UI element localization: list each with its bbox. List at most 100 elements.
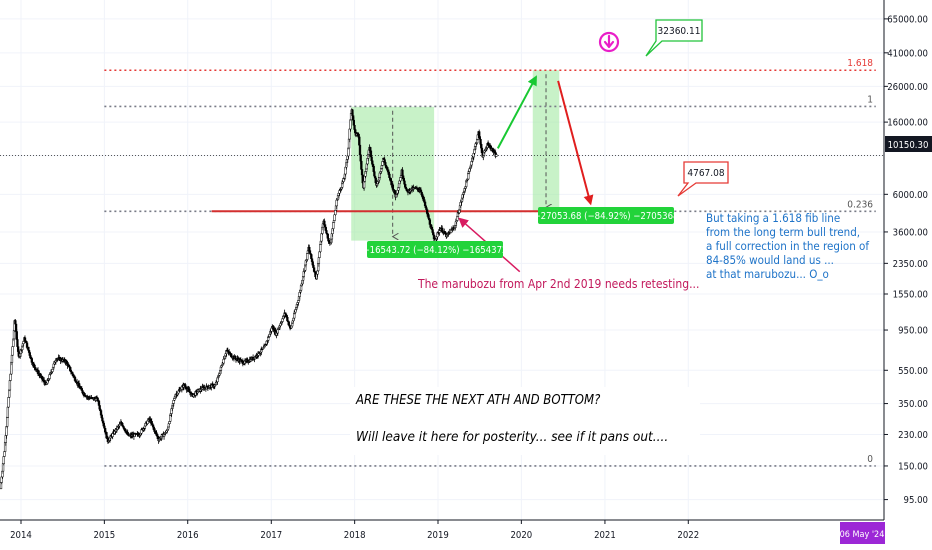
time-tick-label: 2018 [344, 530, 366, 541]
time-tick-label: 2019 [427, 530, 449, 541]
time-tick-label: 2020 [510, 530, 532, 541]
time-tick-label: 2017 [260, 530, 282, 541]
note-fib-line-1: But taking a 1.618 fib line [706, 211, 840, 225]
callout-ath-text: 32360.11 [658, 26, 701, 37]
time-axis[interactable]: 2014 2015 2016 2017 2018 2019 2020 2021 2022 [0, 519, 932, 550]
candle-body [441, 227, 444, 233]
note-fib-line-4: 84-85% would land us ... [706, 253, 834, 267]
candle-body [358, 136, 361, 146]
candle-body [374, 177, 377, 183]
projection-arrow-up[interactable] [496, 75, 537, 149]
candle-body [478, 131, 481, 139]
candle-body [349, 119, 352, 130]
candle-body [2, 456, 5, 464]
candle-body [34, 367, 37, 370]
candle-body [399, 177, 402, 182]
fib-label-1618: 1.618 [847, 58, 873, 69]
note-fib-line-3: a full correction in the region of [706, 239, 869, 253]
candle-body [317, 257, 321, 264]
headline-question: ARE THESE THE NEXT ATH AND BOTTOM? [355, 393, 600, 408]
candle-body [495, 154, 498, 157]
candle-body [310, 254, 313, 259]
price-axis[interactable]: 65000.00 41000.00 26000.00 16000.00 6000.00 3… [883, 0, 932, 520]
note-fib-line-2: from the long term bull trend, [706, 225, 860, 239]
price-tick-label: 350.00 [898, 399, 928, 410]
measure-badge-2018-text: −16543.72 (−84.12%) −1654372 [363, 245, 508, 256]
current-price-badge: 10150.30 [885, 136, 932, 152]
price-tick-label: 150.00 [898, 461, 928, 472]
candle-body [6, 417, 9, 427]
candle-body [323, 224, 327, 228]
measure-badge-2020: −27053.68 (−84.92%) −2705368 [534, 207, 679, 224]
candlestick-series[interactable] [0, 108, 498, 490]
candle-body [22, 341, 25, 344]
price-tick-label: 41000.00 [887, 48, 928, 59]
measure-badge-2020-text: −27053.68 (−84.92%) −2705368 [534, 211, 679, 222]
candle-body [150, 421, 153, 424]
time-tick-label: 2016 [177, 530, 199, 541]
candle-body [397, 183, 401, 188]
time-axis-bg [0, 520, 932, 550]
candle-body [8, 380, 12, 391]
price-tick-label: 2350.00 [893, 259, 928, 270]
candle-body [338, 190, 341, 194]
callout-bottom[interactable]: 4767.08 [677, 161, 729, 197]
candle-body [370, 156, 373, 161]
candle-body [319, 244, 322, 252]
callout-bottom-text: 4767.08 [687, 168, 724, 179]
candle-body [358, 144, 362, 156]
note-marubozu: The marubozu from Apr 2nd 2019 needs ret… [417, 277, 699, 291]
price-tick-label: 6000.00 [893, 190, 928, 201]
candle-body [334, 210, 337, 215]
callout-ath[interactable]: 32360.11 [645, 19, 703, 57]
candle-body [51, 369, 54, 372]
candle-body [7, 397, 10, 408]
price-tick-label: 1550.00 [893, 289, 928, 300]
candle-body [360, 169, 364, 176]
candle-body [27, 346, 30, 351]
time-tick-label: 2014 [10, 530, 32, 541]
candle-body [359, 154, 362, 162]
measure-badge-2018: −16543.72 (−84.12%) −1654372 [363, 241, 508, 258]
price-axis-bg [884, 0, 932, 520]
candle-body [327, 238, 330, 242]
candle-body [335, 199, 338, 207]
projection-arrow-down[interactable] [557, 80, 594, 206]
candle-body [9, 373, 12, 381]
candle-body [360, 160, 363, 170]
candle-body [10, 354, 14, 363]
price-tick-label: 230.00 [898, 430, 928, 441]
current-price-text: 10150.30 [888, 140, 929, 151]
candle-body [388, 173, 391, 178]
candle-body [105, 432, 108, 439]
candle-body [11, 346, 14, 356]
candle-body [308, 250, 312, 254]
fib-label-0: 0 [867, 454, 873, 465]
note-fib-line-5: at that marubozu... O_o [706, 267, 829, 281]
price-tick-label: 65000.00 [887, 14, 928, 25]
price-tick-label: 3600.00 [893, 227, 928, 238]
price-tick-label: 950.00 [898, 326, 928, 337]
candle-body [33, 364, 36, 368]
candle-body [169, 414, 172, 422]
candle-body [391, 184, 395, 190]
time-tick-label: 2022 [677, 530, 699, 541]
candle-body [306, 253, 309, 260]
price-tick-label: 95.00 [904, 495, 928, 506]
date-badge-text: 06 May '24 [840, 530, 885, 540]
arrow-down-circle-icon [598, 31, 620, 53]
time-tick-label: 2015 [93, 530, 115, 541]
candle-body [332, 222, 335, 229]
date-badge: 06 May '24 [840, 522, 885, 544]
fib-label-0236: 0.236 [847, 199, 873, 210]
price-tick-label: 16000.00 [887, 118, 928, 129]
candle-body [332, 220, 336, 223]
candle-body [29, 355, 32, 359]
price-tick-label: 26000.00 [887, 82, 928, 93]
fib-label-1: 1 [867, 94, 873, 105]
candle-body [3, 451, 6, 457]
candle-body [6, 406, 10, 418]
candle-body [103, 425, 106, 429]
headline-box: ARE THESE THE NEXT ATH AND BOTTOM? Will … [350, 387, 700, 455]
